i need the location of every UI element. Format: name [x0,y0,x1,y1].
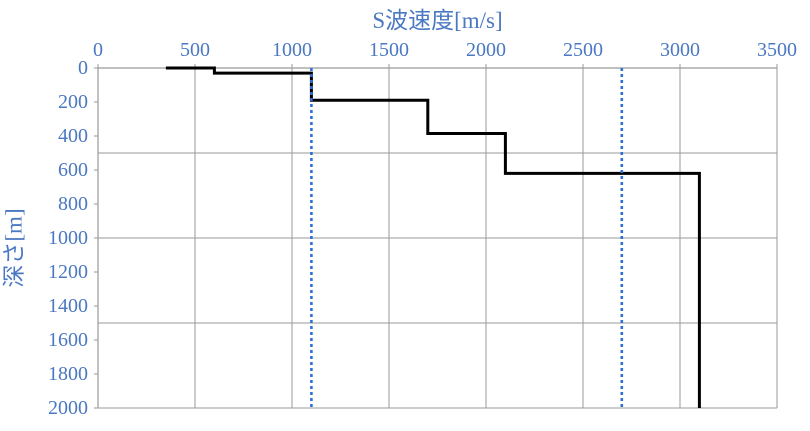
grid-layer [98,68,778,409]
x-tick-label: 1000 [272,39,312,61]
y-tick-label: 400 [58,125,88,147]
y-tick-label: 800 [58,193,88,215]
x-tick-label: 0 [93,39,103,61]
y-tick-label: 200 [58,91,88,113]
x-tick-label: 2500 [563,39,603,61]
axes-layer [94,64,778,409]
y-tick-label: 600 [58,159,88,181]
x-axis-title: S波速度[m/s] [372,8,502,33]
x-tick-label: 3000 [660,39,700,61]
x-tick-label: 2000 [466,39,506,61]
velocity-profile-line [165,66,701,408]
y-tick-label: 1400 [48,295,88,317]
x-tick-label: 1500 [369,39,409,61]
y-tick-label: 1000 [48,227,88,249]
y-tick-label: 2000 [48,397,88,419]
x-tick-label: 500 [180,39,210,61]
y-tick-label: 1800 [48,363,88,385]
x-tick-label: 3500 [757,39,797,61]
y-tick-label: 0 [78,57,88,79]
y-tick-label: 1600 [48,329,88,351]
y-tick-label: 1200 [48,261,88,283]
series-layer [165,66,701,408]
labels-layer: 0 500 1000 1500 2000 2500 3000 3500 0 200 400 600 80… [48,39,797,419]
y-axis-title: 深さ[m] [1,208,26,287]
